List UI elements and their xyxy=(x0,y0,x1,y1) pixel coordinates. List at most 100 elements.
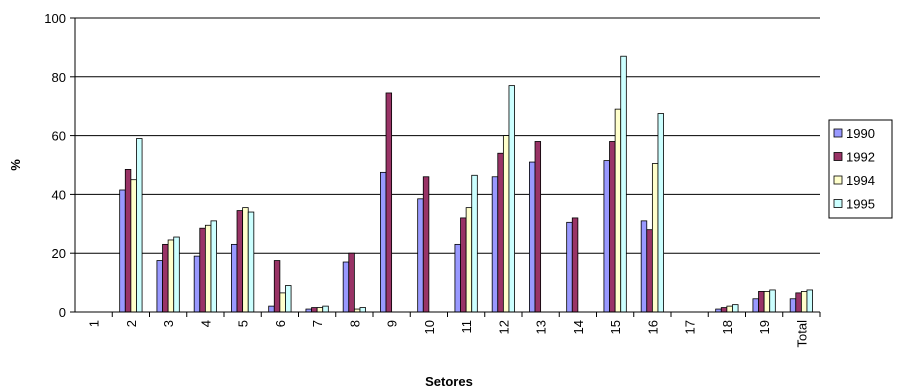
bar-1992-14 xyxy=(571,217,579,313)
bar-1995-8 xyxy=(359,307,366,313)
bar-1990-5 xyxy=(231,243,238,313)
bar-1992-15 xyxy=(609,141,616,313)
bar-1992-16 xyxy=(646,229,653,313)
x-tick-label: 5 xyxy=(236,320,251,327)
bar-1994-3 xyxy=(167,239,175,313)
bar-1990-11 xyxy=(454,243,461,313)
x-tick-label: 18 xyxy=(720,320,735,334)
bar-1992-Total xyxy=(795,292,802,313)
bar-1994-18 xyxy=(726,305,733,313)
bar-1995-5 xyxy=(247,211,255,313)
bar-1992-4 xyxy=(199,227,206,313)
y-tick-label: 40 xyxy=(52,187,66,202)
bar-1994-Total xyxy=(800,291,808,313)
x-tick-label: 3 xyxy=(161,320,176,327)
x-axis-title: Setores xyxy=(425,374,473,389)
bar-1990-8 xyxy=(342,261,350,313)
bar-1994-11 xyxy=(465,207,473,313)
bar-1992-2 xyxy=(124,169,132,313)
x-tick-label: 19 xyxy=(757,320,772,334)
bar-1995-3 xyxy=(173,236,180,313)
legend-label-1992: 1992 xyxy=(846,150,875,165)
bar-1994-6 xyxy=(279,292,286,313)
bar-1990-16 xyxy=(640,220,648,313)
bar-1990-9 xyxy=(380,171,387,313)
x-tick-label: 7 xyxy=(310,320,325,327)
bars xyxy=(119,55,813,313)
legend-swatch-1994 xyxy=(833,175,843,185)
bar-1995-7 xyxy=(322,305,329,313)
legend-label-1995: 1995 xyxy=(846,197,875,212)
bar-1995-19 xyxy=(769,289,776,313)
bar-1990-10 xyxy=(417,198,424,313)
legend-swatch-1992 xyxy=(833,152,843,161)
bar-1992-11 xyxy=(460,217,467,313)
bar-1994-16 xyxy=(651,163,659,313)
y-tick-label: 100 xyxy=(44,11,66,26)
bar-1992-12 xyxy=(497,152,504,313)
x-tick-label: 2 xyxy=(124,320,139,327)
bar-1994-12 xyxy=(502,135,510,313)
x-tick-label: Total xyxy=(794,320,809,348)
bar-1995-18 xyxy=(732,304,739,313)
bar-1995-6 xyxy=(285,285,292,313)
bar-1990-6 xyxy=(268,305,275,313)
bar-1992-13 xyxy=(534,141,542,313)
x-tick-label: 17 xyxy=(683,320,698,334)
bar-1994-5 xyxy=(242,207,249,313)
y-tick-label: 80 xyxy=(52,70,66,85)
bar-1992-9 xyxy=(385,92,393,313)
bar-1994-7 xyxy=(316,307,324,313)
x-tick-label: 13 xyxy=(534,320,549,334)
bar-1992-19 xyxy=(758,291,765,313)
bar-1992-7 xyxy=(311,307,318,313)
bar-1990-15 xyxy=(603,160,610,313)
x-tick-label: 6 xyxy=(273,320,288,327)
legend-swatch-1995 xyxy=(833,199,843,208)
bar-1995-12 xyxy=(508,85,515,313)
bar-1994-19 xyxy=(763,291,771,313)
bar-1990-4 xyxy=(193,255,201,313)
legend-label-1990: 1990 xyxy=(846,126,875,141)
bar-1994-2 xyxy=(130,179,137,313)
x-tick-label: 15 xyxy=(608,320,623,334)
x-tick-label: 11 xyxy=(459,320,474,334)
bar-1990-19 xyxy=(752,298,759,313)
x-tick-label: 14 xyxy=(571,320,586,334)
x-tick-label: 1 xyxy=(87,320,102,327)
x-tick-label: 16 xyxy=(645,320,660,334)
bar-1995-2 xyxy=(136,138,143,313)
bar-1995-15 xyxy=(620,55,627,313)
bar-1992-8 xyxy=(348,252,355,313)
bar-1990-13 xyxy=(529,161,536,313)
bar-1994-15 xyxy=(614,108,622,313)
bar-1992-10 xyxy=(422,176,430,313)
bar-1995-16 xyxy=(657,113,664,313)
x-tick-label: 10 xyxy=(422,320,437,334)
bar-1990-Total xyxy=(789,298,797,313)
x-tick-label: 12 xyxy=(496,320,511,334)
bar-1995-4 xyxy=(210,220,217,313)
bar-1990-2 xyxy=(119,189,126,313)
x-tick-label: 9 xyxy=(385,320,400,327)
bar-1992-5 xyxy=(236,210,244,313)
bar-1994-4 xyxy=(204,224,212,313)
legend-swatch-1990 xyxy=(833,128,843,138)
x-tick-label: 4 xyxy=(198,320,213,327)
bar-1990-3 xyxy=(156,260,163,313)
bar-1995-11 xyxy=(471,174,478,313)
x-tick-label: 8 xyxy=(347,320,362,327)
bar-1992-18 xyxy=(720,307,728,313)
y-tick-label: 0 xyxy=(59,305,66,320)
bar-1992-6 xyxy=(273,260,281,313)
gridlines xyxy=(75,17,820,254)
bar-1992-3 xyxy=(162,243,169,313)
bar-1995-Total xyxy=(806,289,813,313)
y-axis-title: % xyxy=(8,159,23,171)
legend-label-1994: 1994 xyxy=(846,173,875,188)
y-tick-label: 20 xyxy=(52,246,66,261)
bar-1990-14 xyxy=(566,221,573,313)
y-tick-label: 60 xyxy=(52,129,66,144)
